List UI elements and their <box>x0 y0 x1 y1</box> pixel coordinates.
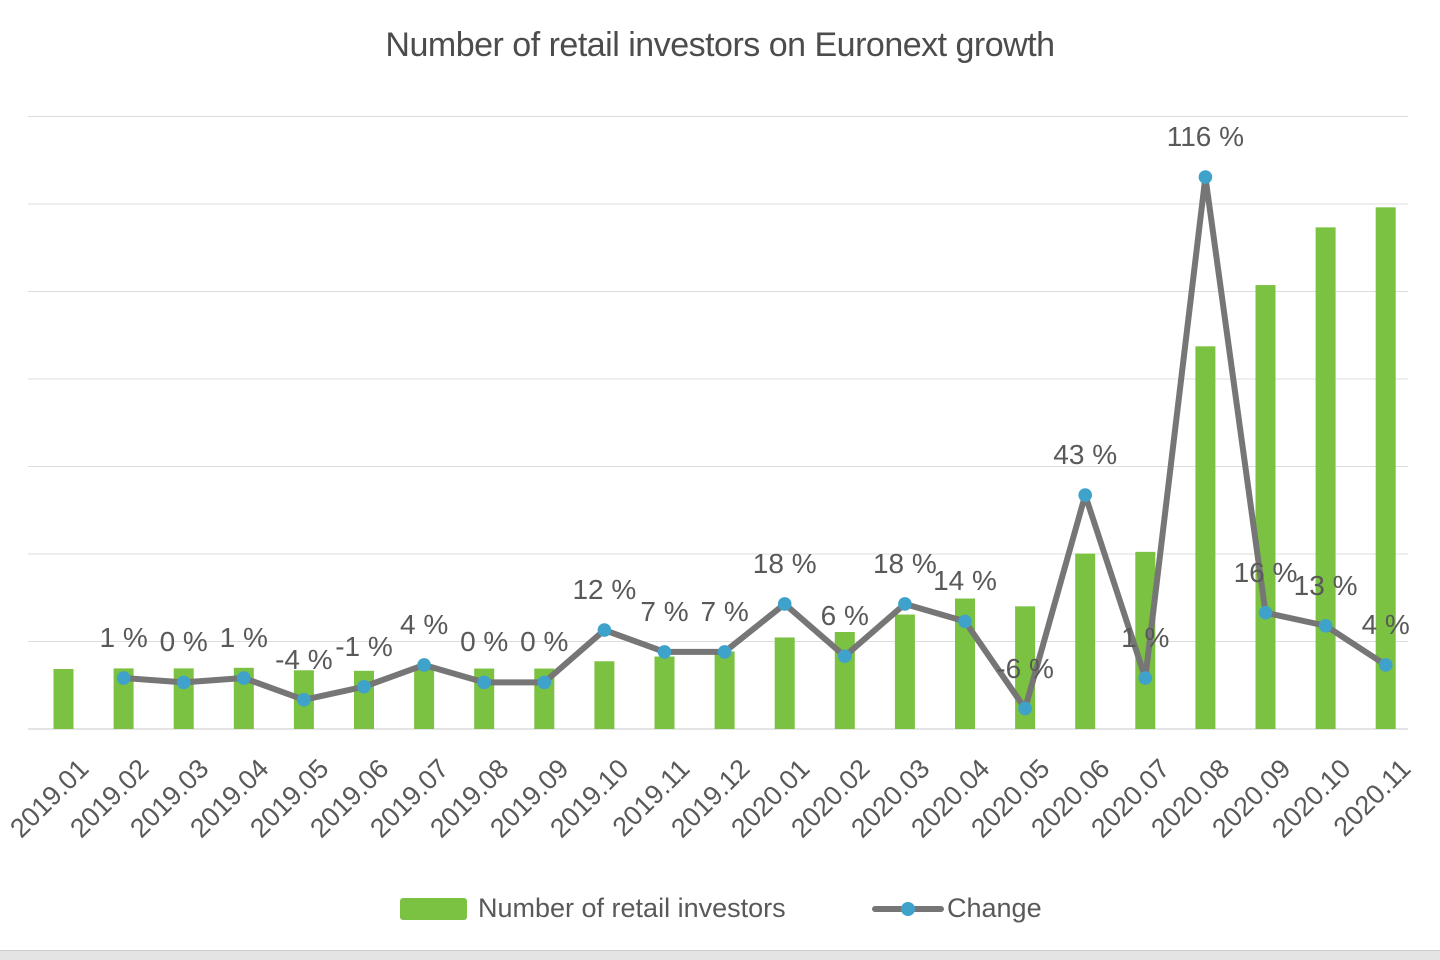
change-marker <box>116 671 131 685</box>
y-tick-fragment-glyph: 0 <box>0 182 1 210</box>
data-label: -6 % <box>996 652 1054 684</box>
bar <box>1195 346 1216 729</box>
y-tick-fragment: 0 <box>0 182 6 210</box>
change-marker <box>958 614 972 629</box>
change-marker <box>1018 701 1032 716</box>
change-marker <box>1318 618 1333 633</box>
change-marker <box>417 658 431 672</box>
change-marker <box>477 675 492 690</box>
change-marker <box>717 645 732 659</box>
change-marker <box>357 679 371 694</box>
data-label: -4 % <box>275 643 333 675</box>
legend-bar-label: Number of retail investors <box>478 893 786 923</box>
data-label: 14 % <box>933 565 997 597</box>
change-marker <box>777 597 792 611</box>
bar <box>1255 285 1276 729</box>
bar <box>1315 227 1336 730</box>
y-tick-fragment: 0 <box>0 532 6 560</box>
bar <box>654 656 675 729</box>
bar <box>894 614 915 729</box>
data-label: 18 % <box>752 547 817 579</box>
data-label: 13 % <box>1293 569 1358 601</box>
bar <box>53 669 74 729</box>
y-tick-fragment: 0 <box>0 95 6 123</box>
bar <box>774 637 795 729</box>
change-marker <box>838 649 852 664</box>
data-label: 4 % <box>399 608 449 640</box>
bar <box>1375 207 1396 729</box>
change-marker <box>537 675 552 690</box>
bar <box>233 667 254 729</box>
change-marker <box>1378 658 1393 672</box>
bar <box>594 661 615 729</box>
bottom-strip <box>0 950 1440 960</box>
change-marker <box>657 645 672 659</box>
data-label: 7 % <box>640 595 689 627</box>
change-marker <box>237 671 251 685</box>
y-tick-fragment-glyph: 0 <box>0 445 1 473</box>
data-label: 4 % <box>1361 608 1410 640</box>
legend-bar-swatch <box>400 898 467 920</box>
data-label: 0 % <box>159 626 208 658</box>
bar <box>113 668 134 729</box>
y-tick-fragment-glyph: 0 <box>0 707 1 735</box>
bar <box>354 670 374 729</box>
change-marker <box>1198 170 1213 184</box>
data-label: 7 % <box>700 595 749 627</box>
y-tick-fragment-glyph: 0 <box>0 95 1 123</box>
change-marker <box>297 693 311 707</box>
change-marker <box>1078 488 1092 502</box>
data-label: 6 % <box>820 600 869 632</box>
legend: Number of retail investors Change <box>0 888 1440 938</box>
data-label: 0 % <box>460 626 509 658</box>
legend-line-label: Change <box>947 893 1042 923</box>
y-tick-fragment-glyph: 0 <box>0 620 1 648</box>
data-label: 16 % <box>1233 556 1298 588</box>
y-tick-fragment: 0 <box>0 357 6 385</box>
data-label: 116 % <box>1166 121 1245 153</box>
data-label: 43 % <box>1053 439 1118 471</box>
data-label: 0 % <box>520 626 569 658</box>
data-label: 1 % <box>219 622 268 654</box>
bar <box>414 668 435 729</box>
bar <box>714 651 735 729</box>
data-label: 1 % <box>1121 622 1170 654</box>
bar <box>1075 553 1096 729</box>
legend-line-marker <box>901 902 915 916</box>
data-label: 12 % <box>572 574 637 606</box>
y-tick-fragment-glyph: 0 <box>0 357 1 385</box>
y-tick-fragment: 0 <box>0 445 6 473</box>
data-label: 18 % <box>872 547 937 579</box>
data-label: 1 % <box>99 622 148 654</box>
chart-title: Number of retail investors on Euronext g… <box>385 26 1055 64</box>
change-marker <box>597 623 612 637</box>
y-tick-fragment: 0 <box>0 620 6 648</box>
change-marker <box>898 597 912 611</box>
y-tick-fragment: 0 <box>0 270 6 298</box>
bar <box>1135 551 1156 729</box>
data-label: -1 % <box>335 630 393 662</box>
change-marker <box>1258 605 1273 620</box>
change-marker <box>176 675 191 690</box>
y-tick-fragment-glyph: 0 <box>0 532 1 560</box>
change-line <box>120 174 1389 712</box>
y-tick-fragment: 0 <box>0 707 6 735</box>
change-marker <box>1138 671 1153 685</box>
y-tick-fragment-glyph: 0 <box>0 270 1 298</box>
